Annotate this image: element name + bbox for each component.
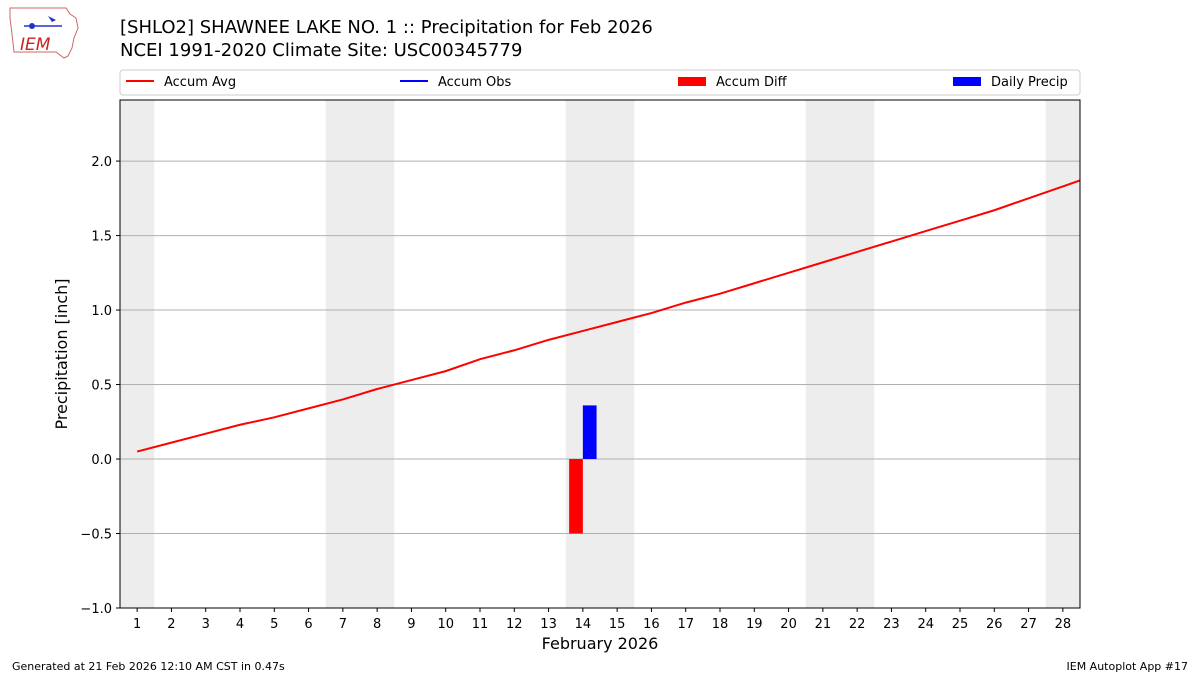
x-tick-label: 10 xyxy=(437,617,454,632)
legend-label: Daily Precip xyxy=(991,75,1068,90)
logo-text: IEM xyxy=(20,35,51,55)
legend-swatch xyxy=(953,77,981,86)
chart-subtitle: NCEI 1991-2020 Climate Site: USC00345779 xyxy=(120,40,523,61)
y-tick-label: 0.0 xyxy=(91,453,112,468)
y-axis-label: Precipitation [inch] xyxy=(52,278,71,429)
x-tick-label: 13 xyxy=(540,617,557,632)
x-tick-label: 1 xyxy=(133,617,141,632)
x-tick-label: 12 xyxy=(506,617,523,632)
x-tick-label: 23 xyxy=(883,617,900,632)
x-tick-label: 3 xyxy=(202,617,210,632)
weekend-shade xyxy=(325,100,395,608)
x-tick-label: 15 xyxy=(609,617,626,632)
legend-label: Accum Avg xyxy=(164,75,236,90)
weekend-shade xyxy=(805,100,875,608)
plot-frame xyxy=(119,99,1081,609)
x-tick-label: 26 xyxy=(986,617,1003,632)
iem-logo: IEM xyxy=(9,7,79,59)
x-tick-label: 6 xyxy=(304,617,312,632)
x-tick-label: 25 xyxy=(952,617,969,632)
x-tick-label: 22 xyxy=(849,617,866,632)
x-tick-label: 9 xyxy=(407,617,415,632)
x-tick-label: 20 xyxy=(780,617,797,632)
y-tick-label: 1.5 xyxy=(91,230,112,245)
x-tick-label: 27 xyxy=(1020,617,1037,632)
x-tick-label: 8 xyxy=(373,617,381,632)
legend: Accum Avg Accum Obs Accum Diff Daily Precip xyxy=(119,69,1081,96)
x-tick-label: 5 xyxy=(270,617,278,632)
x-tick-label: 17 xyxy=(677,617,694,632)
chart-title: [SHLO2] SHAWNEE LAKE NO. 1 :: Precipitat… xyxy=(120,17,653,38)
x-tick-label: 14 xyxy=(575,617,592,632)
y-tick-label: 2.0 xyxy=(91,155,112,170)
y-tick-label: −1.0 xyxy=(80,602,112,617)
x-tick-label: 28 xyxy=(1055,617,1072,632)
bar-daily-precip xyxy=(582,405,597,460)
y-tick-label: 0.5 xyxy=(91,379,112,394)
x-tick-label: 4 xyxy=(236,617,244,632)
x-tick-label: 24 xyxy=(917,617,934,632)
x-tick-label: 2 xyxy=(167,617,175,632)
app-note: IEM Autoplot App #17 xyxy=(1066,660,1189,673)
x-tick-label: 21 xyxy=(815,617,832,632)
generated-note: Generated at 21 Feb 2026 12:10 AM CST in… xyxy=(12,660,285,673)
x-tick-label: 11 xyxy=(472,617,489,632)
x-tick-label: 19 xyxy=(746,617,763,632)
weekend-shade xyxy=(1045,100,1080,608)
bar-accum-diff xyxy=(569,459,583,534)
line-accum-avg xyxy=(136,179,1081,453)
x-tick-label: 7 xyxy=(339,617,347,632)
y-tick-label: −0.5 xyxy=(80,528,112,543)
weekend-shade xyxy=(120,100,155,608)
legend-label: Accum Diff xyxy=(716,75,788,90)
y-tick-label: 1.0 xyxy=(91,304,112,319)
x-tick-label: 18 xyxy=(712,617,729,632)
legend-label: Accum Obs xyxy=(438,75,511,90)
legend-swatch xyxy=(678,77,706,86)
x-axis-label: February 2026 xyxy=(542,634,659,653)
x-tick-label: 16 xyxy=(643,617,660,632)
